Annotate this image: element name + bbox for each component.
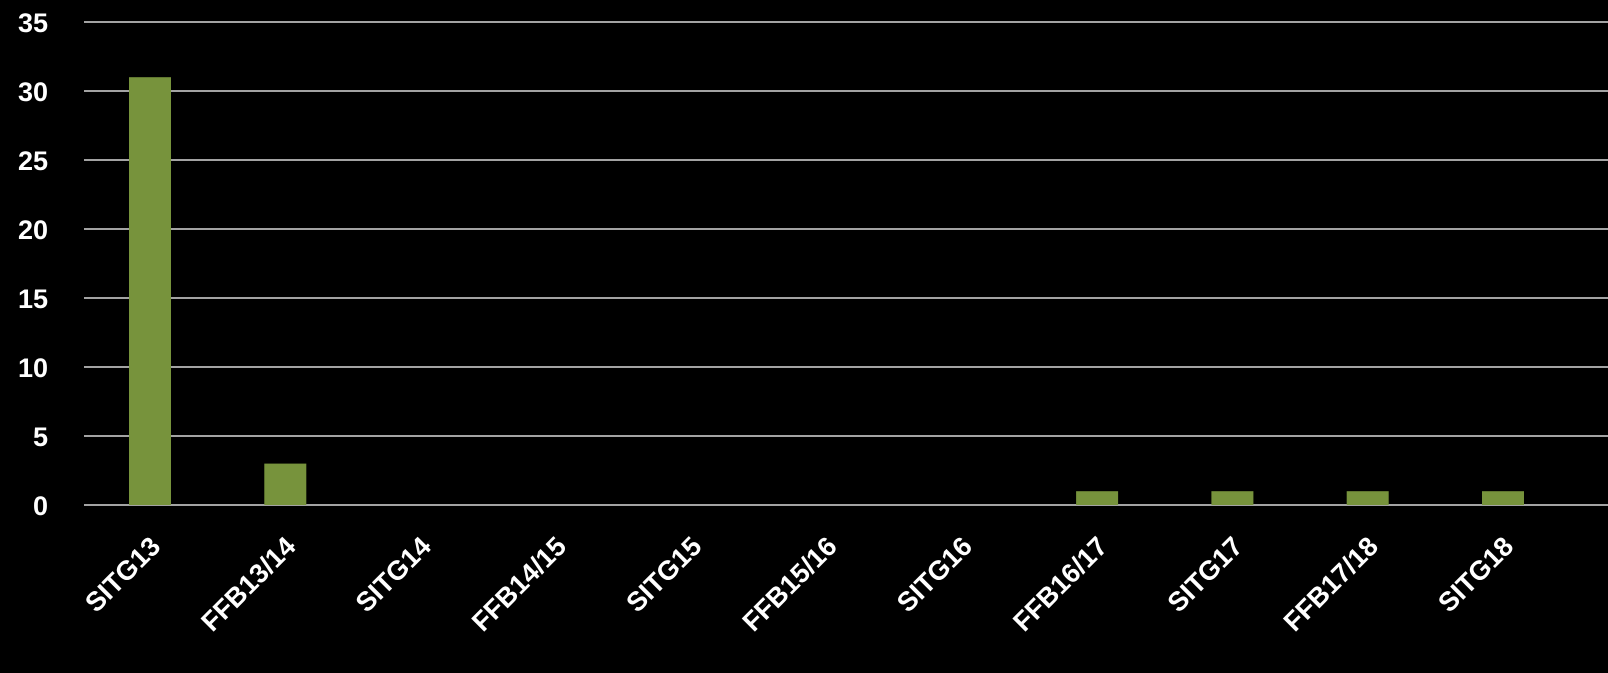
x-tick-label: FFB16/17	[1007, 531, 1113, 637]
x-axis-tick-labels: SITG13 FFB13/14 SITG14 FFB14/15 SITG15 FFB15/…	[79, 531, 1519, 637]
bar-FFB17/18	[1346, 491, 1389, 505]
bar-SITG18	[1482, 491, 1524, 505]
x-tick-label: SITG15	[620, 531, 707, 618]
y-tick-label: 5	[33, 422, 48, 452]
bar-FFB16/17	[1076, 491, 1119, 505]
bar-SITG13	[129, 77, 171, 505]
x-tick-label: SITG14	[350, 531, 437, 618]
x-tick-label: FFB17/18	[1278, 531, 1384, 637]
x-tick-label: FFB15/16	[737, 531, 843, 637]
bars	[129, 77, 1524, 505]
bar-SITG17	[1211, 491, 1254, 505]
y-tick-label: 0	[33, 491, 48, 521]
x-tick-label: SITG17	[1162, 531, 1249, 618]
y-tick-label: 15	[18, 284, 48, 314]
bar-FFB13/14	[264, 463, 307, 505]
y-tick-label: 30	[18, 77, 48, 107]
x-tick-label: FFB13/14	[195, 531, 301, 637]
y-tick-label: 35	[18, 8, 48, 38]
x-tick-label: SITG13	[79, 531, 166, 618]
x-tick-label: SITG16	[891, 531, 978, 618]
y-tick-label: 20	[18, 215, 48, 245]
y-tick-label: 25	[18, 146, 48, 176]
x-tick-label: FFB14/15	[466, 531, 572, 637]
y-axis-tick-labels: 0 5 10 15 20 25 30 35	[18, 8, 48, 521]
y-tick-label: 10	[18, 353, 48, 383]
x-tick-label: SITG18	[1432, 531, 1519, 618]
gridlines	[84, 21, 1608, 506]
